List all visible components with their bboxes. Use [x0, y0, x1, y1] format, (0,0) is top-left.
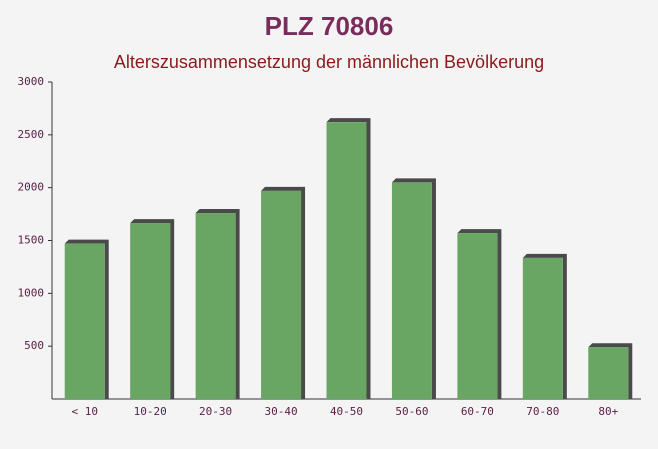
y-tick-label: 3000: [18, 75, 45, 88]
x-tick-label: 50-60: [395, 405, 428, 418]
x-tick-label: 80+: [598, 405, 618, 418]
x-tick-label: 30-40: [264, 405, 297, 418]
bar: [130, 223, 171, 399]
chart-subtitle: Alterszusammensetzung der männlichen Bev…: [114, 52, 544, 72]
bar: [522, 257, 563, 399]
x-tick-label: 70-80: [526, 405, 559, 418]
y-tick-label: 500: [24, 339, 44, 352]
bar: [261, 190, 302, 399]
x-tick-label: < 10: [71, 405, 98, 418]
bar: [457, 233, 498, 399]
y-tick-label: 2500: [18, 128, 45, 141]
chart-title: PLZ 70806: [265, 11, 394, 41]
x-tick-label: 10-20: [134, 405, 167, 418]
bar: [64, 243, 105, 399]
bar: [326, 122, 367, 400]
x-tick-label: 20-30: [199, 405, 232, 418]
y-tick-label: 2000: [18, 181, 45, 194]
x-tick-label: 60-70: [461, 405, 494, 418]
bar: [195, 213, 236, 399]
y-tick-label: 1000: [18, 286, 45, 299]
bar: [391, 182, 432, 399]
y-tick-label: 1500: [18, 234, 45, 247]
bar: [588, 347, 629, 399]
x-tick-label: 40-50: [330, 405, 363, 418]
